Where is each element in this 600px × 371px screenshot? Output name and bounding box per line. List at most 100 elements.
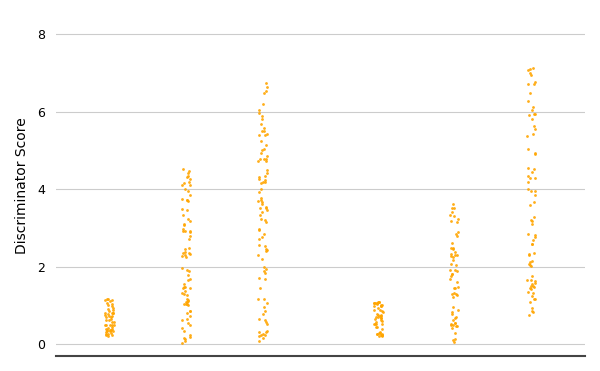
Point <box>185 176 194 182</box>
Point <box>446 253 456 259</box>
Point <box>446 267 455 273</box>
Point <box>254 189 264 195</box>
Point <box>179 335 188 341</box>
Point <box>529 199 539 205</box>
Point <box>261 329 271 335</box>
Point <box>254 107 264 113</box>
Point <box>376 315 386 321</box>
Point <box>103 331 113 337</box>
Point <box>369 308 379 313</box>
Point <box>182 267 191 273</box>
Point <box>254 110 263 116</box>
Point <box>452 231 461 237</box>
Point <box>447 325 457 331</box>
Point <box>445 276 455 282</box>
Point <box>375 306 385 312</box>
Point <box>185 229 195 234</box>
Point <box>529 104 538 110</box>
Point <box>257 147 267 153</box>
Point <box>260 305 269 311</box>
Point <box>107 310 117 316</box>
Point <box>370 300 379 306</box>
Point <box>524 146 533 152</box>
Point <box>259 296 269 302</box>
Point <box>448 292 457 298</box>
Point <box>107 303 116 309</box>
Point <box>182 197 192 203</box>
Point <box>259 331 268 336</box>
Point <box>104 308 114 314</box>
Point <box>107 319 117 325</box>
Point <box>529 283 538 289</box>
Point <box>177 206 187 211</box>
Point <box>454 307 463 313</box>
Point <box>376 315 386 321</box>
Point <box>525 70 535 76</box>
Point <box>376 312 386 318</box>
Point <box>180 186 190 192</box>
Point <box>451 315 460 321</box>
Point <box>257 199 266 205</box>
Point <box>104 316 114 322</box>
Point <box>107 332 116 338</box>
Point <box>260 231 269 237</box>
Point <box>261 266 271 272</box>
Point <box>180 249 190 255</box>
Point <box>527 273 537 279</box>
Point <box>100 312 110 318</box>
Point <box>180 336 190 342</box>
Point <box>255 212 265 218</box>
Point <box>258 311 268 317</box>
Point <box>185 251 194 257</box>
Point <box>530 296 540 302</box>
Point <box>375 329 385 335</box>
Point <box>527 241 537 247</box>
Point <box>184 298 193 304</box>
Point <box>448 294 458 300</box>
Point <box>370 321 380 327</box>
Point <box>450 320 460 326</box>
Point <box>527 218 537 224</box>
Point <box>103 296 113 302</box>
Point <box>260 276 270 282</box>
Point <box>254 177 264 183</box>
Point <box>526 90 535 96</box>
Point <box>376 313 386 319</box>
Point <box>107 297 117 303</box>
Point <box>104 313 113 319</box>
Point <box>527 72 536 78</box>
Point <box>107 313 117 319</box>
Point <box>377 321 387 326</box>
Point <box>530 278 540 284</box>
Point <box>256 180 266 186</box>
Point <box>371 319 381 325</box>
Point <box>105 326 115 332</box>
Point <box>182 292 192 298</box>
Point <box>376 302 386 308</box>
Point <box>523 289 533 295</box>
Point <box>260 270 270 276</box>
Point <box>446 245 455 251</box>
Point <box>254 329 263 335</box>
Point <box>184 180 194 186</box>
Point <box>376 313 385 319</box>
Point <box>449 339 459 345</box>
Point <box>446 218 456 224</box>
Point <box>529 296 539 302</box>
Point <box>262 206 271 211</box>
Point <box>529 131 538 137</box>
Point <box>530 232 539 238</box>
Point <box>101 317 110 323</box>
Point <box>257 150 266 156</box>
Point <box>449 304 458 310</box>
Point <box>369 300 379 306</box>
Point <box>529 214 539 220</box>
Point <box>526 285 535 291</box>
Point <box>529 283 538 289</box>
Point <box>374 299 383 305</box>
Point <box>178 290 187 296</box>
Point <box>260 243 269 249</box>
Point <box>182 301 192 307</box>
Point <box>260 174 270 180</box>
Point <box>101 314 110 320</box>
